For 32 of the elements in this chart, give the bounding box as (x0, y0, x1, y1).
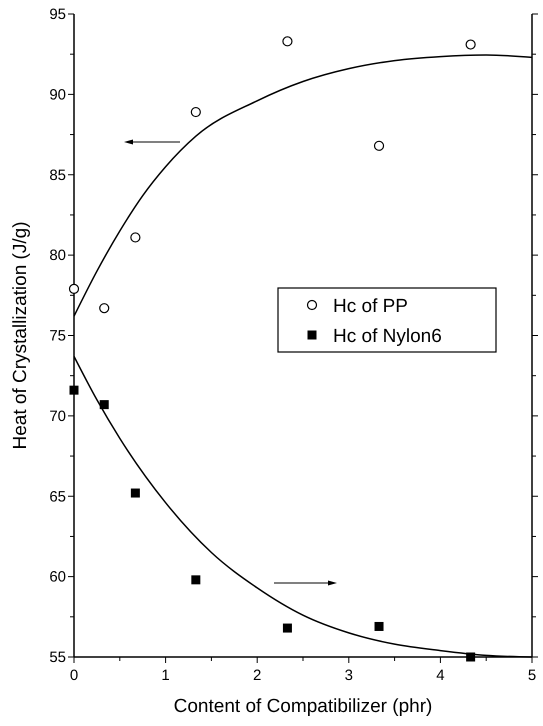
y-axis-title: Heat of Crystallization (J/g) (10, 221, 31, 450)
y-tick-label: 80 (49, 247, 66, 264)
legend-label: Hc of PP (333, 296, 408, 317)
x-tick-label: 3 (344, 667, 353, 684)
x-axis-title: Content of Compatibilizer (phr) (174, 696, 432, 717)
point (374, 140, 384, 151)
point (99, 303, 110, 314)
y-tick-label: 65 (49, 488, 66, 506)
y-tick-label: 55 (49, 649, 66, 666)
x-tick-label: 2 (253, 667, 262, 684)
point (282, 36, 293, 46)
point (100, 400, 109, 410)
point (190, 106, 201, 118)
x-tick-label: 4 (436, 667, 445, 684)
y-tick-label: 75 (49, 328, 66, 344)
point (374, 622, 384, 631)
y-tick-label: 90 (49, 86, 66, 104)
x-tick-label: 1 (161, 667, 170, 684)
point (70, 386, 78, 395)
point (68, 284, 80, 294)
x-tick-label: 5 (528, 667, 536, 684)
y-tick-label: 70 (49, 408, 66, 425)
x-tick-label: 0 (70, 667, 78, 684)
legend-label: Hc of Nylon6 (333, 326, 442, 347)
point (282, 624, 292, 633)
y-tick-label: 60 (49, 568, 66, 586)
point (191, 575, 200, 584)
point (466, 39, 476, 50)
y-tick-label: 95 (49, 6, 66, 23)
point (130, 232, 140, 243)
point (130, 488, 140, 498)
y-tick-label: 85 (49, 166, 66, 184)
